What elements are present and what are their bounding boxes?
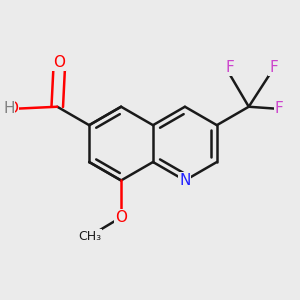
Text: N: N	[179, 173, 190, 188]
Text: O: O	[7, 101, 19, 116]
Text: F: F	[269, 60, 278, 75]
Text: H: H	[3, 101, 15, 116]
Text: F: F	[226, 60, 235, 75]
Text: O: O	[115, 210, 127, 225]
Text: F: F	[274, 101, 283, 116]
Text: CH₃: CH₃	[78, 230, 101, 243]
Text: O: O	[53, 55, 65, 70]
